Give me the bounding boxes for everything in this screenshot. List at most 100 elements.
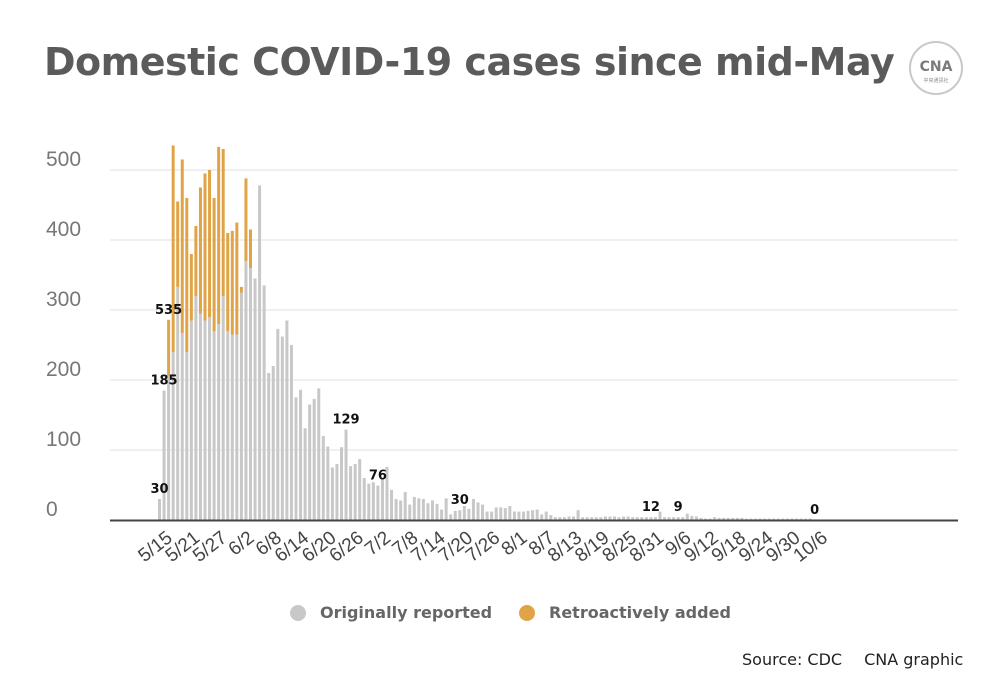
bar-originally xyxy=(581,517,585,520)
bar-originally xyxy=(235,334,239,520)
bar-originally xyxy=(722,517,726,520)
bar-originally xyxy=(567,516,571,520)
bar-originally xyxy=(795,518,798,520)
bar-originally xyxy=(394,499,398,520)
bar-originally xyxy=(399,500,403,520)
bar-originally xyxy=(440,509,444,520)
bar-originally xyxy=(449,514,453,520)
data-label: 185 xyxy=(150,374,177,389)
bar-originally xyxy=(258,185,262,520)
bar-originally xyxy=(508,506,512,520)
bar-originally xyxy=(517,511,521,520)
bar-originally xyxy=(649,517,653,520)
bar-retroactive xyxy=(203,173,207,321)
bar-originally xyxy=(754,518,758,520)
bar-originally xyxy=(731,517,735,520)
bar-originally xyxy=(208,317,212,520)
bar-originally xyxy=(603,516,607,520)
legend-originally-swatch xyxy=(290,604,306,621)
bar-originally xyxy=(799,518,803,520)
bar-originally xyxy=(558,517,562,520)
bar-originally xyxy=(326,446,330,520)
bar-originally xyxy=(403,492,407,520)
data-label: 12 xyxy=(642,500,660,515)
bar-retroactive xyxy=(221,149,225,296)
bar-originally xyxy=(294,397,298,520)
bar-originally xyxy=(362,478,366,520)
bar-originally xyxy=(685,513,689,520)
legend-retro-swatch xyxy=(519,604,535,621)
bar-originally xyxy=(694,516,698,520)
bar-originally xyxy=(458,510,462,520)
bar-originally xyxy=(644,517,648,520)
bar-retroactive xyxy=(235,222,239,335)
bar-originally xyxy=(285,320,289,520)
bar-originally xyxy=(740,517,744,520)
bar-retroactive xyxy=(189,254,193,321)
bar-originally xyxy=(613,516,616,520)
cna-logo-icon: CNA 中央通訊社 xyxy=(909,41,963,95)
bar-originally xyxy=(444,498,448,520)
y-tick-label: 400 xyxy=(46,218,81,241)
bar-originally xyxy=(262,285,266,520)
bar-originally xyxy=(626,516,630,520)
bar-originally xyxy=(185,352,189,520)
bar-originally xyxy=(631,517,635,520)
bar-originally xyxy=(494,507,498,520)
bar-originally xyxy=(289,345,293,520)
bar-retroactive xyxy=(176,201,180,287)
data-label: 30 xyxy=(451,493,469,508)
bar-originally xyxy=(303,428,307,520)
bar-originally xyxy=(672,517,676,520)
legend-retro: Retroactively added xyxy=(519,603,731,622)
bar-originally xyxy=(353,464,357,520)
bar-originally xyxy=(376,485,380,520)
bar-retroactive xyxy=(171,145,175,352)
bar-originally xyxy=(776,518,780,520)
bar-originally xyxy=(490,511,494,520)
bar-originally xyxy=(531,510,535,520)
bar-originally xyxy=(681,517,685,520)
bar-originally xyxy=(189,320,193,520)
bar-originally xyxy=(330,467,334,520)
bar-originally xyxy=(663,517,667,520)
bar-originally xyxy=(481,504,485,520)
bar-originally xyxy=(453,510,457,520)
bar-originally xyxy=(158,499,161,520)
bar-originally xyxy=(594,517,598,520)
bar-originally xyxy=(590,517,594,520)
bar-originally xyxy=(344,429,348,520)
bar-originally xyxy=(704,518,707,520)
bar-retroactive xyxy=(212,198,216,331)
bar-originally xyxy=(653,517,657,520)
bar-originally xyxy=(317,388,321,520)
bar-originally xyxy=(763,518,767,520)
bar-retroactive xyxy=(249,229,252,268)
bar-originally xyxy=(171,352,175,520)
bar-originally xyxy=(526,510,530,520)
bar-originally xyxy=(804,518,808,520)
bar-originally xyxy=(608,516,612,520)
bar-originally xyxy=(212,331,216,520)
bar-originally xyxy=(713,517,717,520)
y-tick-label: 100 xyxy=(46,428,81,451)
bar-originally xyxy=(239,292,243,520)
source-text: Source: CDC xyxy=(742,650,843,669)
bar-originally xyxy=(599,517,603,520)
bar-originally xyxy=(635,517,639,520)
bar-originally xyxy=(772,518,776,520)
y-tick-label: 200 xyxy=(46,358,81,381)
bar-retroactive xyxy=(185,198,189,352)
legend-originally-label: Originally reported xyxy=(320,603,493,622)
bar-originally xyxy=(217,324,221,520)
bar-originally xyxy=(198,313,202,520)
bar-originally xyxy=(585,517,589,520)
bar-originally xyxy=(553,517,557,520)
bar-originally xyxy=(408,504,412,520)
bar-originally xyxy=(758,518,762,520)
bar-retroactive xyxy=(230,230,234,335)
bar-originally xyxy=(462,506,466,520)
y-axis-ticks: 0 100 200 300 400 500 xyxy=(46,148,81,521)
bar-originally xyxy=(549,515,553,520)
